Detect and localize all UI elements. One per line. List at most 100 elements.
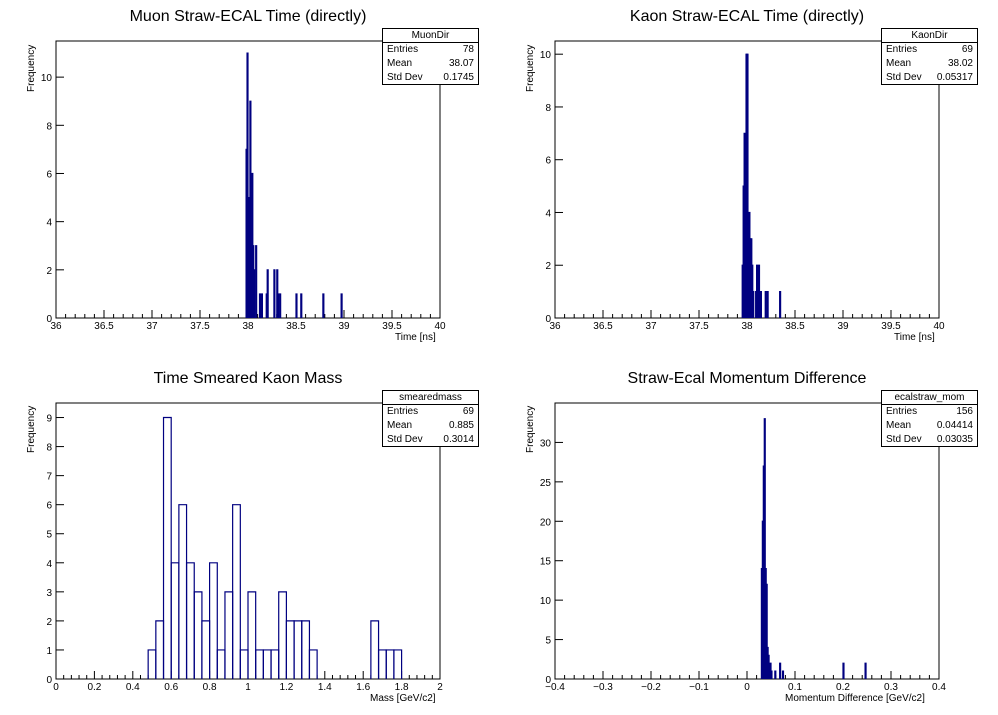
y-tick-label: 4 <box>46 559 52 570</box>
stats-box: KaonDir Entries 69 Mean 38.02 Std Dev 0.053… <box>881 28 978 85</box>
y-tick-label: 2 <box>46 617 52 628</box>
histogram-bin <box>185 562 195 679</box>
histogram-bin <box>201 620 211 679</box>
histogram-bin <box>765 583 768 679</box>
chart-title: Muon Straw-ECAL Time (directly) <box>129 8 367 25</box>
x-tick-label: 39 <box>837 321 849 332</box>
x-tick-label: −0.4 <box>545 682 565 693</box>
histogram-bin <box>308 649 318 679</box>
histogram-bin <box>759 291 762 318</box>
histogram-bin <box>779 291 782 318</box>
stats-stddev: 0.03035 <box>936 434 973 445</box>
x-tick-label: 0.8 <box>203 682 217 693</box>
histogram-bin <box>147 649 157 679</box>
x-tick-label: 36.5 <box>94 321 114 332</box>
histogram-bin <box>370 620 380 679</box>
stats-entries: 156 <box>956 406 973 417</box>
histogram-bin <box>842 662 845 679</box>
histogram-bin <box>770 670 773 679</box>
stats-label-entries: Entries <box>886 406 918 417</box>
x-tick-label: 0.4 <box>126 682 140 693</box>
histogram-bin <box>385 649 395 679</box>
stats-name: smearedmass <box>383 391 478 405</box>
stats-label-stddev: Std Dev <box>387 434 423 445</box>
x-tick-label: 36.5 <box>593 321 613 332</box>
x-tick-label: 39.5 <box>382 321 402 332</box>
y-tick-label: 20 <box>540 517 552 528</box>
y-tick-label: 0 <box>545 675 551 686</box>
stats-label-mean: Mean <box>886 420 912 431</box>
y-tick-label: 10 <box>540 596 552 607</box>
histogram-bin <box>260 293 263 318</box>
x-tick-label: 1.4 <box>318 682 332 693</box>
x-tick-label: 40 <box>434 321 446 332</box>
x-tick-label: 40 <box>933 321 945 332</box>
y-tick-label: 25 <box>540 478 552 489</box>
y-tick-label: 8 <box>46 121 52 132</box>
stats-box: ecalstraw_mom Entries 156 Mean 0.04414 Std… <box>881 390 978 447</box>
stats-mean: 38.02 <box>947 58 973 69</box>
y-axis-label: Frequency <box>525 405 536 453</box>
stats-name: MuonDir <box>383 29 478 43</box>
histogram-bin <box>295 293 298 318</box>
y-axis-label: Frequency <box>26 44 37 92</box>
histogram-bin <box>255 649 264 679</box>
stats-stddev: 0.05317 <box>936 72 973 83</box>
stats-label-entries: Entries <box>387 44 419 55</box>
y-tick-label: 7 <box>46 472 52 483</box>
x-tick-label: 1.8 <box>395 682 409 693</box>
histogram-bin <box>209 562 218 679</box>
x-axis-label: Time [ns] <box>395 332 436 343</box>
histogram-bin <box>756 264 759 318</box>
x-tick-label: 1 <box>245 682 251 693</box>
histogram-bin <box>779 662 782 679</box>
y-tick-label: 0 <box>46 675 52 686</box>
x-tick-label: 2 <box>437 682 443 693</box>
y-tick-label: 15 <box>540 557 552 568</box>
y-tick-label: 5 <box>46 530 52 541</box>
stats-entries: 69 <box>961 44 973 55</box>
y-axis-label: Frequency <box>26 405 37 453</box>
stats-entries: 69 <box>462 406 474 417</box>
histogram-bin <box>340 293 343 318</box>
y-tick-label: 10 <box>41 73 53 84</box>
y-tick-label: 2 <box>46 266 52 277</box>
histogram-bin <box>300 293 303 318</box>
x-tick-label: 1.2 <box>279 682 293 693</box>
histogram-bin <box>781 670 785 679</box>
stats-name: KaonDir <box>882 29 977 43</box>
stats-mean: 38.07 <box>448 58 474 69</box>
y-tick-label: 0 <box>545 314 551 325</box>
x-tick-label: 37.5 <box>190 321 210 332</box>
histogram-bin <box>278 591 287 679</box>
histogram-bin <box>253 269 256 318</box>
histogram-bin <box>170 562 180 679</box>
histogram-bin <box>766 291 769 318</box>
x-tick-label: 39.5 <box>881 321 901 332</box>
stats-box: smearedmass Entries 69 Mean 0.885 Std Dev 0… <box>382 390 479 447</box>
x-tick-label: 38 <box>242 321 254 332</box>
histogram-bin <box>266 269 269 318</box>
stats-label-mean: Mean <box>886 58 912 69</box>
chart-title: Kaon Straw-ECAL Time (directly) <box>629 8 865 25</box>
x-tick-label: 38.5 <box>286 321 306 332</box>
y-tick-label: 4 <box>46 218 52 229</box>
histogram-bin <box>273 269 276 318</box>
x-tick-label: 37 <box>146 321 158 332</box>
x-tick-label: 0 <box>53 682 59 693</box>
histogram-bin <box>757 264 761 318</box>
stats-label-mean: Mean <box>387 58 413 69</box>
histogram-bin <box>155 620 165 679</box>
stats-box: MuonDir Entries 78 Mean 38.07 Std Dev 0.174… <box>382 28 479 85</box>
histogram-bin <box>763 418 766 679</box>
histogram-bin <box>764 291 767 318</box>
stats-mean: 0.04414 <box>936 420 973 431</box>
stats-mean: 0.885 <box>448 420 474 431</box>
y-tick-label: 0 <box>46 314 52 325</box>
x-tick-label: 38 <box>741 321 753 332</box>
x-tick-label: 39 <box>338 321 350 332</box>
y-tick-label: 8 <box>545 103 551 114</box>
histogram-bin <box>239 649 249 679</box>
x-tick-label: 38.5 <box>785 321 805 332</box>
